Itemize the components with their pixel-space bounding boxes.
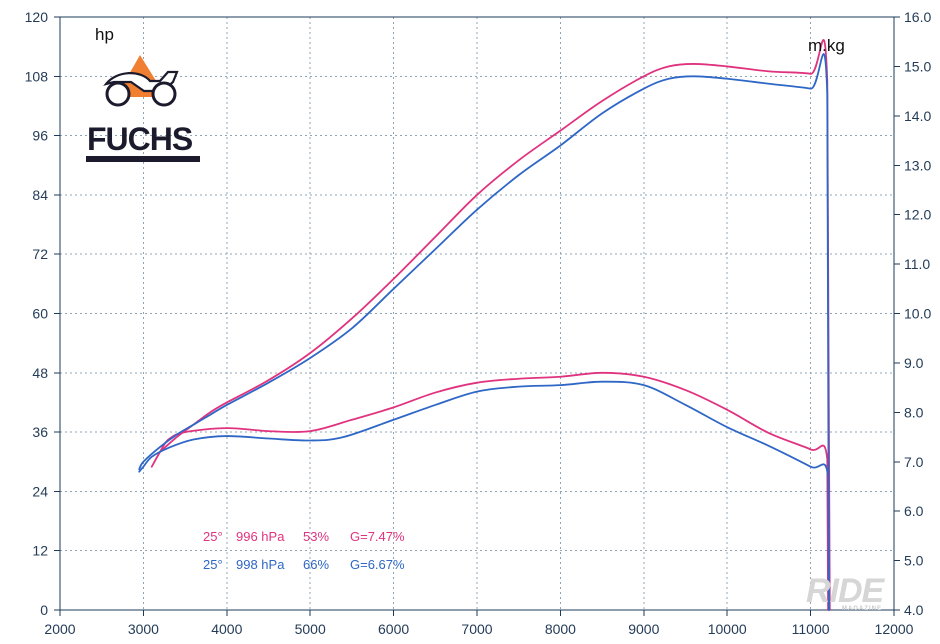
y-axis-tick-label: 72 xyxy=(32,246,48,262)
x-axis-tick-label: 9000 xyxy=(628,621,659,637)
fuchs-wordmark: FUCHS xyxy=(87,121,193,157)
legend-pink-humidity: 53% xyxy=(303,529,329,544)
y-axis-tick-label: 96 xyxy=(32,128,48,144)
ride-watermark-word: RIDE xyxy=(806,572,886,610)
legend-blue-correction: G=6.67% xyxy=(350,557,405,572)
y2-axis-tick-label: 15.0 xyxy=(904,58,931,74)
y-axis-tick-label: 0 xyxy=(40,602,48,618)
x-axis-tick-label: 3000 xyxy=(128,621,159,637)
axis-ticks: 2000 3000 4000 5000 6000 7000 8000 9000 10000 110… xyxy=(25,9,932,637)
y-axis-tick-label: 84 xyxy=(32,187,48,203)
legend-pink-correction: G=7.47% xyxy=(350,529,405,544)
y2-axis-tick-label: 14.0 xyxy=(904,108,931,124)
y-axis-unit-hp: hp xyxy=(95,25,114,44)
blue-torque-line xyxy=(138,380,830,611)
x-axis-tick-label: 8000 xyxy=(545,621,576,637)
y-axis-tick-label: 24 xyxy=(32,483,48,499)
legend-blue-pressure: 998 hPa xyxy=(236,557,285,572)
ride-watermark-subtitle: MAGAZINE xyxy=(842,606,882,612)
pink-torque-line xyxy=(150,371,830,611)
y2-axis-tick-label: 11.0 xyxy=(904,256,930,272)
x-axis-tick-label: 11000 xyxy=(792,621,830,637)
y2-axis-tick-label: 6.0 xyxy=(904,503,924,519)
y-axis-tick-label: 48 xyxy=(32,365,48,381)
y2-axis-tick-label: 4.0 xyxy=(904,602,924,618)
legend-pink-pressure: 996 hPa xyxy=(236,529,285,544)
x-axis-tick-label: 5000 xyxy=(295,621,326,637)
legend-blue-temp: 25° xyxy=(203,557,223,572)
blue-power-line xyxy=(138,53,830,611)
y2-axis-tick-label: 12.0 xyxy=(904,207,931,223)
y-axis-tick-label: 36 xyxy=(32,424,48,440)
grid-lines xyxy=(60,17,894,610)
y-axis-tick-label: 108 xyxy=(25,68,49,84)
fuchs-underline xyxy=(86,156,200,162)
x-axis-tick-label: 2000 xyxy=(44,621,75,637)
motorcycle-wheel-right-icon xyxy=(151,81,177,107)
y2-axis-tick-label: 8.0 xyxy=(904,404,924,420)
data-series xyxy=(138,39,831,611)
y-axis-tick-label: 120 xyxy=(25,9,49,25)
legend-entry-pink: 25° 996 hPa 53% G=7.47% xyxy=(203,529,405,544)
x-axis-tick-label: 6000 xyxy=(378,621,409,637)
fuchs-logo: FUCHS xyxy=(86,55,200,162)
motorcycle-wheel-left-icon xyxy=(105,81,131,107)
y2-axis-tick-label: 5.0 xyxy=(904,553,924,569)
legend-blue-humidity: 66% xyxy=(303,557,329,572)
y-axis-tick-label: 60 xyxy=(32,306,48,322)
ride-magazine-watermark: RIDE MAGAZINE xyxy=(806,572,887,612)
y2-axis-tick-label: 9.0 xyxy=(904,355,924,371)
y2-axis-tick-label: 10.0 xyxy=(904,306,931,322)
y2-axis-tick-label: 16.0 xyxy=(904,9,931,25)
y2-axis-tick-label: 7.0 xyxy=(904,454,924,470)
x-axis-tick-label: 12000 xyxy=(875,621,914,637)
legend: 25° 996 hPa 53% G=7.47% 25° 998 hPa 66% … xyxy=(203,529,405,572)
y2-axis-tick-label: 13.0 xyxy=(904,157,931,173)
pink-power-line xyxy=(159,39,831,611)
y-axis-unit-mkg: m.kg xyxy=(808,36,845,55)
legend-entry-blue: 25° 998 hPa 66% G=6.67% xyxy=(203,557,405,572)
legend-pink-temp: 25° xyxy=(203,529,223,544)
x-axis-tick-label: 4000 xyxy=(211,621,242,637)
x-axis-tick-label: 10000 xyxy=(708,621,747,637)
x-axis-tick-label: 7000 xyxy=(461,621,492,637)
y-axis-tick-label: 12 xyxy=(32,543,48,559)
